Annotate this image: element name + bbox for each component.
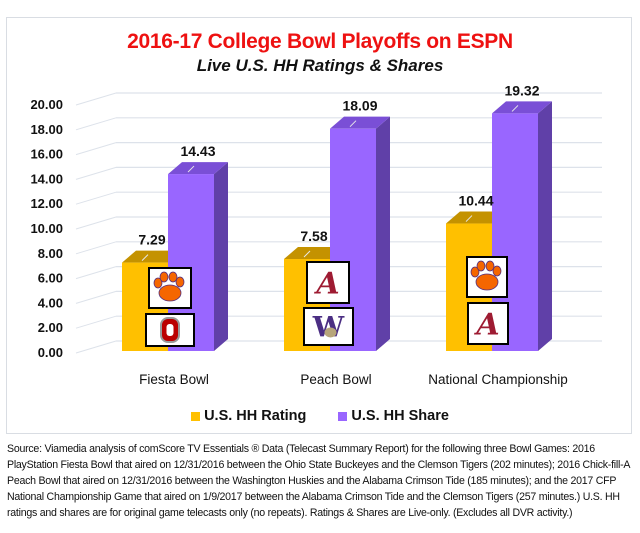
paw-toe xyxy=(476,260,486,272)
bar-top-tick xyxy=(303,250,311,258)
gridline-diagonal xyxy=(75,142,117,156)
paw-toe xyxy=(159,271,169,283)
y-tick-label: 14.00 xyxy=(30,171,63,186)
bar-top-tick xyxy=(141,254,149,261)
y-tick-label: 0.00 xyxy=(38,345,63,360)
x-tick-label: National Championship xyxy=(428,372,568,387)
y-tick-label: 20.00 xyxy=(30,97,63,112)
a-glyph: A xyxy=(473,308,499,343)
y-tick-label: 18.00 xyxy=(30,122,63,137)
bar-top-tick xyxy=(187,165,195,173)
bar-top-tick xyxy=(349,120,357,128)
logo-frame xyxy=(303,307,354,346)
x-tick-label: Peach Bowl xyxy=(300,372,371,387)
bar-share-side xyxy=(538,101,552,351)
o-inner xyxy=(166,324,174,336)
data-label-rating: 7.58 xyxy=(300,228,327,244)
y-tick-label: 4.00 xyxy=(38,295,63,310)
bar-rating-top xyxy=(122,250,182,263)
x-axis: Fiesta Bowl Peach Bowl National Championsh… xyxy=(139,372,568,387)
husky-face xyxy=(324,327,337,338)
legend: U.S. HH Rating U.S. HH Share xyxy=(0,408,640,425)
bar-rating-top xyxy=(284,247,344,260)
washington-w-logo: W xyxy=(303,307,354,346)
legend-item-share: U.S. HH Share xyxy=(338,408,449,424)
bar-share-side xyxy=(214,162,228,351)
paw-pad xyxy=(158,284,182,302)
chart-subtitle: Live U.S. HH Ratings & Shares xyxy=(196,56,444,75)
data-label-share: 18.09 xyxy=(342,98,377,114)
paw-pad xyxy=(475,273,499,291)
legend-swatch-rating xyxy=(191,411,201,421)
data-label-share: 19.32 xyxy=(504,82,539,98)
clemson-paw-logo xyxy=(148,267,192,309)
gridline-diagonal xyxy=(75,266,117,280)
paw-toe xyxy=(485,260,495,272)
legend-item-rating: U.S. HH Rating xyxy=(191,408,306,424)
gridline-diagonal xyxy=(75,290,117,304)
w-glyph: W xyxy=(312,311,345,344)
logo-frame xyxy=(467,302,509,345)
gridline-diagonal xyxy=(75,216,117,230)
y-tick-label: 12.00 xyxy=(30,196,63,211)
gridline-diagonal xyxy=(75,340,117,354)
data-label-rating: 10.44 xyxy=(458,193,493,209)
y-tick-label: 8.00 xyxy=(38,246,63,261)
y-tick-label: 10.00 xyxy=(30,221,63,236)
y-tick-label: 6.00 xyxy=(38,271,63,286)
y-axis: 0.00 2.00 4.00 6.00 8.00 10.00 12.00 14.00 16.00… xyxy=(30,97,63,360)
clemson-paw-logo xyxy=(466,256,508,298)
bar-share-top xyxy=(492,101,552,114)
team-logos: AW A xyxy=(145,256,509,347)
a-glyph: A xyxy=(313,267,339,302)
source-note: Source: Viamedia analysis of comScore TV… xyxy=(7,443,630,519)
gridline-diagonal xyxy=(75,166,117,180)
bar-top-tick xyxy=(465,215,473,222)
paw-toe xyxy=(470,266,480,278)
bar-share-top xyxy=(330,116,390,129)
paw-toe xyxy=(153,277,163,289)
gridline-diagonal xyxy=(75,92,117,106)
gridline-diagonal xyxy=(75,241,117,255)
bar-top-tick xyxy=(511,105,519,112)
y-tick-label: 2.00 xyxy=(38,320,63,335)
gridline-diagonal xyxy=(75,315,117,329)
data-label-rating: 7.29 xyxy=(138,232,165,248)
paw-toe xyxy=(175,276,185,288)
alabama-a-logo: A xyxy=(306,261,350,304)
alabama-a-logo: A xyxy=(467,302,509,345)
gridline-diagonal xyxy=(75,191,117,205)
bar-share-side xyxy=(376,116,390,352)
legend-swatch-share xyxy=(338,411,348,421)
logo-frame xyxy=(306,261,350,304)
data-labels: 7.29 14.43 7.58 18.09 10.44 19.32 xyxy=(138,82,539,247)
y-tick-label: 16.00 xyxy=(30,147,63,162)
bar-share-top xyxy=(168,162,228,175)
chart-title: 2016-17 College Bowl Playoffs on ESPN xyxy=(127,30,513,53)
gridline-diagonal xyxy=(75,117,117,131)
paw-toe xyxy=(168,271,178,283)
x-tick-label: Fiesta Bowl xyxy=(139,372,209,387)
bar-rating-top xyxy=(446,211,506,224)
legend-label-rating: U.S. HH Rating xyxy=(204,408,307,424)
data-label-share: 14.43 xyxy=(180,143,215,159)
ohio-state-o-logo xyxy=(145,313,195,347)
paw-toe xyxy=(492,265,502,277)
legend-label-share: U.S. HH Share xyxy=(351,408,449,424)
